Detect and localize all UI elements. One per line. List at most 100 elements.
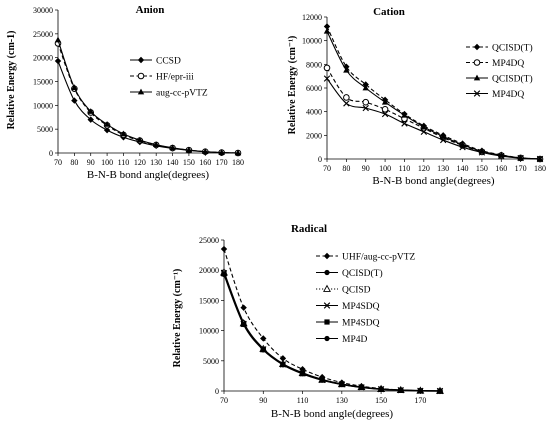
cation-data-point	[459, 143, 466, 151]
cation-data-point	[362, 104, 369, 112]
cation-legend-marker	[473, 59, 481, 66]
radical-legend-label: MP4D	[342, 335, 367, 345]
radical-series-line	[223, 271, 441, 392]
cation-data-point	[517, 154, 524, 162]
anion-y-tick-label: 5000	[37, 125, 53, 134]
cation-data-point	[536, 155, 544, 163]
radical-series-line	[223, 273, 441, 392]
radical-y-tick-label: 15000	[199, 296, 219, 305]
cation-data-point	[343, 100, 350, 107]
radical-y-tick-label: 25000	[199, 236, 219, 245]
anion-data-point	[152, 141, 160, 148]
anion-y-axis-label: Relative Energy (cm-1)	[6, 31, 17, 130]
cation-legend-label: QCISD(T)	[492, 43, 533, 54]
cation-chart: 0 2000 4000 6000 8000 10000 12000 70 80 90 100 110 1…	[287, 6, 546, 187]
radical-legend-marker	[324, 269, 330, 276]
cation-data-point	[323, 64, 331, 72]
radical-x-axis-label: B-N-B bond angle(degrees)	[271, 408, 394, 420]
anion-series-1	[54, 40, 242, 157]
anion-series-line	[57, 39, 239, 154]
cation-data-point	[323, 27, 331, 34]
cation-y-tick-label: 0	[318, 155, 322, 164]
cation-legend-label: QCISD(T)	[492, 74, 533, 85]
anion-data-point	[136, 136, 144, 143]
anion-data-point	[87, 116, 94, 123]
radical-data-point	[241, 321, 247, 328]
radical-legend-label: QCISD	[342, 286, 371, 296]
cation-data-point	[381, 106, 389, 113]
cation-series-line	[326, 26, 541, 160]
cation-x-tick-label: 170	[515, 164, 527, 173]
cation-y-tick-label: 2000	[306, 131, 322, 140]
anion-y-tick-label: 0	[49, 149, 53, 158]
radical-legend: UHF/aug-cc-pVTZ QCISD(T) QCISD MP4SDQ MP4SDQ…	[316, 252, 416, 345]
radical-series-5	[221, 271, 443, 394]
anion-y-tick-label: 30000	[33, 6, 53, 15]
radical-legend-marker	[323, 252, 331, 260]
cation-data-point	[420, 123, 428, 130]
radical-data-point	[378, 386, 384, 392]
radical-series-line	[223, 274, 441, 392]
anion-data-point	[202, 148, 209, 155]
cation-y-tick-label: 12000	[302, 13, 322, 22]
anion-data-point	[218, 149, 225, 155]
anion-x-tick-label: 100	[101, 158, 113, 167]
cation-data-point	[343, 66, 350, 73]
radical-data-point	[260, 335, 267, 342]
cation-data-point	[439, 133, 447, 139]
radical-series-1	[221, 269, 443, 394]
anion-chart: 0 5000 10000 15000 20000 25000 30000 70 80 90 100 1…	[6, 4, 244, 181]
cation-x-axis-label: B-N-B bond angle(degrees)	[372, 175, 495, 187]
radical-y-tick-label: 20000	[199, 266, 219, 275]
radical-y-tick-label: 0	[215, 387, 219, 396]
cation-y-tick-label: 6000	[306, 84, 322, 93]
radical-chart: 0 5000 10000 15000 20000 25000 70 90 110 130 150 17…	[172, 223, 444, 420]
cation-legend-marker	[473, 74, 481, 81]
cation-data-point	[420, 128, 428, 135]
anion-y-tick-label: 25000	[33, 30, 53, 39]
cation-data-point	[323, 75, 331, 82]
anion-data-point	[87, 108, 94, 114]
anion-x-tick-label: 140	[167, 158, 179, 167]
radical-legend-label: UHF/aug-cc-pVTZ	[342, 253, 416, 263]
radical-data-point	[221, 271, 227, 278]
cation-x-tick-label: 130	[437, 164, 449, 173]
radical-legend-label: MP4SDQ	[342, 302, 380, 312]
anion-legend-label: CCSD	[156, 57, 181, 67]
anion-x-tick-label: 110	[118, 158, 130, 167]
cation-y-tick-label: 4000	[306, 108, 322, 117]
radical-series-line	[223, 272, 441, 392]
anion-series-2	[54, 36, 242, 156]
cation-y-axis-label: Relative Energy (cm⁻¹)	[287, 36, 298, 135]
anion-data-point	[169, 144, 176, 151]
radical-data-point	[319, 377, 325, 383]
cation-x-tick-label: 70	[323, 164, 331, 173]
radical-x-tick-label: 70	[220, 396, 228, 405]
anion-x-tick-label: 130	[150, 158, 162, 167]
radical-x-tick-label: 110	[297, 396, 309, 405]
cation-x-tick-label: 100	[379, 164, 391, 173]
radical-y-axis-label: Relative Energy (cm⁻¹)	[172, 269, 183, 368]
cation-x-tick-label: 90	[362, 164, 370, 173]
anion-legend: CCSD HF/epr-iii aug-cc-pVTZ	[130, 57, 208, 99]
cation-data-point	[498, 152, 505, 160]
cation-data-point	[323, 23, 331, 30]
anion-x-axis-label: B-N-B bond angle(degrees)	[87, 169, 210, 181]
radical-data-point	[437, 388, 443, 394]
radical-data-point	[417, 388, 423, 394]
anion-x-tick-label: 160	[199, 158, 211, 167]
radical-data-point	[280, 362, 286, 368]
anion-legend-marker	[137, 72, 145, 80]
cation-data-point	[362, 98, 370, 106]
anion-y-tick-label: 15000	[33, 78, 53, 87]
anion-x-tick-label: 180	[232, 158, 244, 167]
cation-x-tick-label: 180	[534, 164, 546, 173]
radical-data-point	[398, 387, 404, 393]
anion-data-point	[71, 97, 78, 104]
radical-y-tick-label: 10000	[199, 327, 219, 336]
radical-x-tick-label: 90	[259, 396, 267, 405]
anion-title: Anion	[136, 4, 165, 16]
radical-y-tick-label: 5000	[203, 357, 219, 366]
cation-legend-label: MP4DQ	[492, 59, 524, 69]
